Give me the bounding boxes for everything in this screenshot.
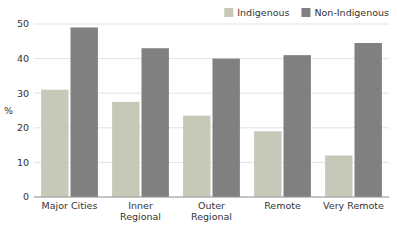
bar [112, 102, 139, 197]
legend-swatch [224, 8, 233, 17]
legend-label: Non-Indigenous [314, 7, 389, 18]
bar [213, 59, 240, 197]
legend-label: Indigenous [237, 7, 289, 18]
y-tick-label: 50 [17, 18, 29, 29]
y-tick-label: 10 [17, 157, 29, 168]
x-axis-line [34, 197, 389, 198]
bar [142, 48, 169, 197]
chart-svg: 0 10 20 30 40 50% Major Cities InnerRegional Out… [0, 0, 397, 227]
bar [71, 27, 98, 197]
y-tick-label: 0 [23, 191, 29, 202]
legend: Indigenous Non-Indigenous [224, 7, 389, 18]
y-axis-label: % [4, 105, 13, 116]
x-tick-label: Remote [264, 200, 301, 211]
chart-container: 0 10 20 30 40 50% Major Cities InnerRegional Out… [0, 0, 397, 227]
x-tick-label: Major Cities [42, 200, 98, 211]
bars [41, 27, 382, 197]
x-tick-label: InnerRegional [120, 200, 161, 222]
grid-line [34, 24, 389, 25]
y-axis: 0 10 20 30 40 50 [17, 18, 29, 202]
bar [254, 131, 281, 197]
grid [34, 24, 389, 197]
bar [183, 116, 210, 197]
x-tick-label: OuterRegional [191, 200, 232, 222]
legend-item: Indigenous [224, 7, 289, 18]
x-tick-label: Very Remote [323, 200, 384, 211]
legend-swatch [301, 8, 310, 17]
y-tick-label: 30 [17, 88, 29, 99]
x-axis: Major Cities InnerRegional OuterRegional Re… [34, 197, 389, 222]
y-tick-label: 40 [17, 53, 29, 64]
y-tick-label: 20 [17, 122, 29, 133]
grid-line [34, 197, 389, 198]
bar [41, 90, 68, 197]
bar [325, 155, 352, 197]
bar [284, 55, 311, 197]
bar [355, 43, 382, 197]
legend-item: Non-Indigenous [301, 7, 389, 18]
